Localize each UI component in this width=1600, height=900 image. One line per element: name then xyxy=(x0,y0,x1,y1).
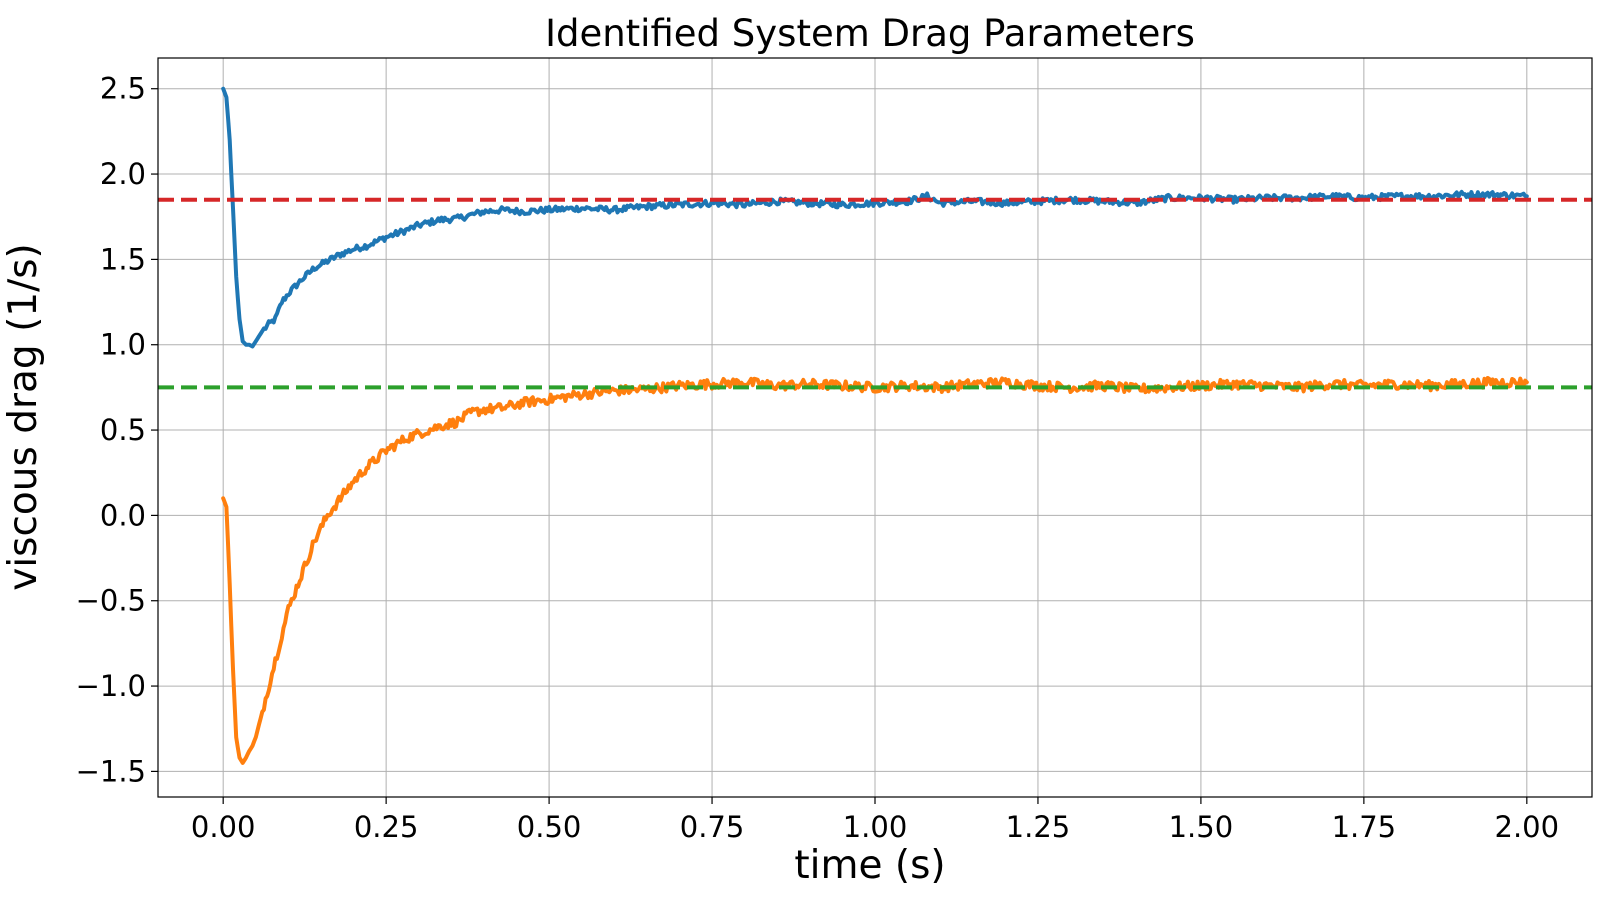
x-axis-label: time (s) xyxy=(794,843,945,888)
y-tick-label: 0.0 xyxy=(100,498,146,532)
y-tick-label: −0.5 xyxy=(76,584,146,618)
y-tick-label: 0.5 xyxy=(100,413,146,447)
x-tick-label: 2.00 xyxy=(1495,810,1560,844)
series-line-1 xyxy=(221,86,1529,349)
y-tick-label: −1.0 xyxy=(76,669,146,703)
y-axis-ticks: −1.5 −1.0 −0.5 0.0 0.5 1.0 1.5 2.0 2.5 xyxy=(76,72,158,788)
y-tick-label: −1.5 xyxy=(76,754,146,788)
series-lines xyxy=(158,86,1592,765)
grid xyxy=(158,58,1592,797)
x-tick-label: 0.00 xyxy=(191,810,256,844)
x-tick-label: 1.50 xyxy=(1169,810,1234,844)
x-tick-label: 1.25 xyxy=(1006,810,1071,844)
x-tick-label: 1.00 xyxy=(843,810,908,844)
x-tick-label: 0.50 xyxy=(517,810,582,844)
y-axis-label: viscous drag (1/s) xyxy=(1,243,46,591)
y-tick-label: 2.0 xyxy=(100,157,146,191)
x-tick-label: 0.25 xyxy=(354,810,419,844)
chart-title: Identified System Drag Parameters xyxy=(545,12,1195,55)
y-tick-label: 1.5 xyxy=(100,242,146,276)
y-tick-label: 2.5 xyxy=(100,72,146,106)
series-line-2 xyxy=(221,376,1529,765)
y-tick-label: 1.0 xyxy=(100,328,146,362)
x-axis-ticks: 0.00 0.25 0.50 0.75 1.00 1.25 1.50 1.75 2.00 xyxy=(191,797,1559,844)
x-tick-label: 1.75 xyxy=(1332,810,1397,844)
x-tick-label: 0.75 xyxy=(680,810,745,844)
